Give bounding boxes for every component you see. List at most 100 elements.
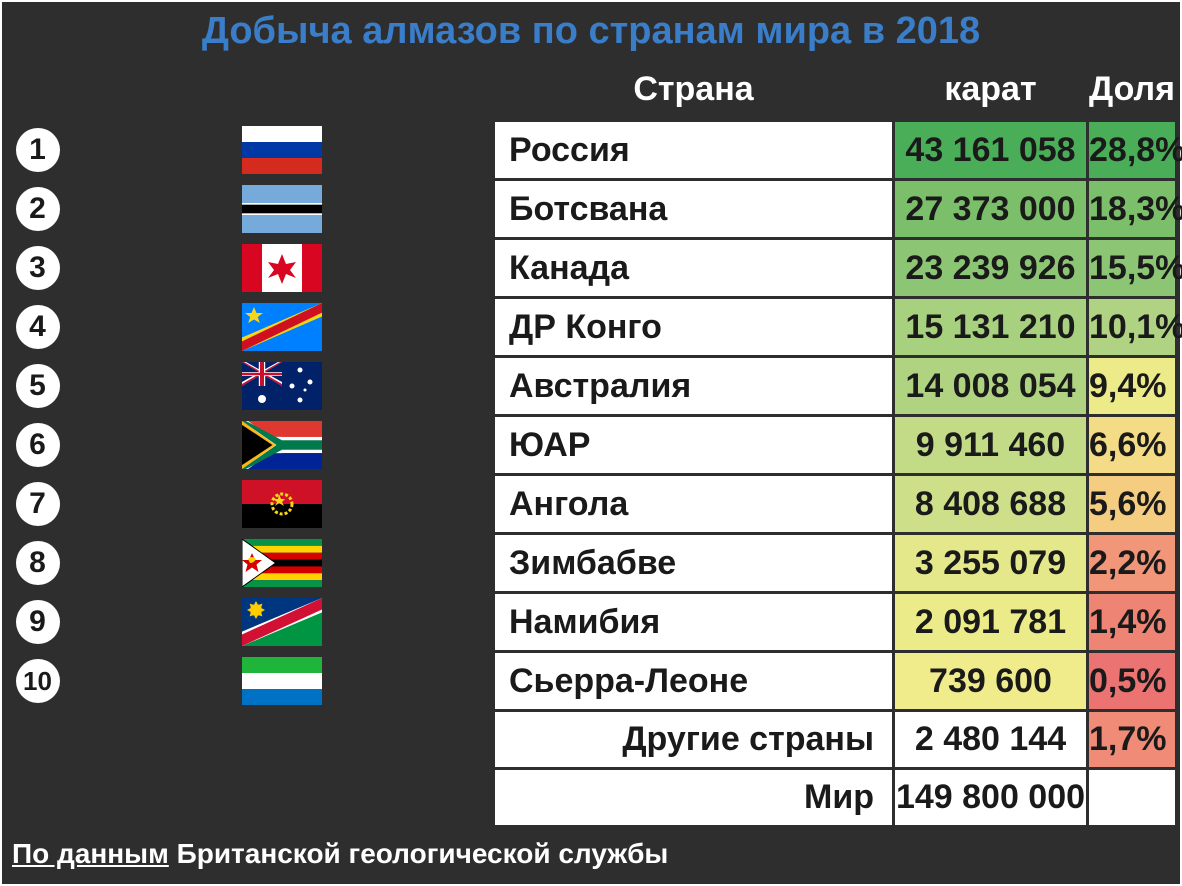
table-row: 7 Ангола 8 408 688 5,6% [6, 475, 1177, 534]
country-cell: Канада [494, 239, 894, 298]
summary-blank [6, 711, 494, 769]
rank-badge: 2 [16, 187, 60, 231]
flag-cell [70, 298, 494, 357]
flag-drc-icon [242, 303, 322, 351]
carat-cell: 739 600 [894, 652, 1088, 711]
header-country: Страна [494, 63, 894, 121]
carat-cell: 43 161 058 [894, 121, 1088, 180]
summary-label: Другие страны [494, 711, 894, 769]
country-cell: Зимбабве [494, 534, 894, 593]
rank-cell: 8 [6, 534, 70, 593]
country-cell: Австралия [494, 357, 894, 416]
header-blank-1 [6, 63, 70, 121]
rank-cell: 3 [6, 239, 70, 298]
flag-cell [70, 475, 494, 534]
flag-canada-icon [242, 244, 322, 292]
country-cell: Ботсвана [494, 180, 894, 239]
rank-badge: 7 [16, 482, 60, 526]
flag-cell [70, 416, 494, 475]
flag-zimbabwe-icon [242, 539, 322, 587]
flag-cell [70, 652, 494, 711]
table-row: 1 Россия 43 161 058 28,8% [6, 121, 1177, 180]
table-row: 3 Канада 23 239 926 15,5% [6, 239, 1177, 298]
country-cell: Сьерра-Леоне [494, 652, 894, 711]
table-row: 2 Ботсвана 27 373 000 18,3% [6, 180, 1177, 239]
table-row: 6 ЮАР 9 911 460 6,6% [6, 416, 1177, 475]
carat-cell: 2 091 781 [894, 593, 1088, 652]
rank-cell: 5 [6, 357, 70, 416]
flag-cell [70, 357, 494, 416]
flag-cell [70, 121, 494, 180]
flag-cell [70, 534, 494, 593]
rank-badge: 4 [16, 305, 60, 349]
rank-badge: 1 [16, 128, 60, 172]
rank-cell: 1 [6, 121, 70, 180]
header-blank-2 [70, 63, 494, 121]
country-cell: Россия [494, 121, 894, 180]
flag-south-africa-icon [242, 421, 322, 469]
carat-cell: 23 239 926 [894, 239, 1088, 298]
country-cell: Ангола [494, 475, 894, 534]
country-cell: Намибия [494, 593, 894, 652]
carat-cell: 14 008 054 [894, 357, 1088, 416]
rank-badge: 10 [16, 659, 60, 703]
country-cell: ДР Конго [494, 298, 894, 357]
summary-row: Другие страны 2 480 144 1,7% [6, 711, 1177, 769]
summary-blank [6, 769, 494, 827]
table-row: 4 ДР Конго 15 131 210 10,1% [6, 298, 1177, 357]
share-cell: 0,5% [1088, 652, 1177, 711]
rank-cell: 9 [6, 593, 70, 652]
source-line: По данным Британской геологической служб… [4, 828, 1178, 882]
table-row: 5 Австралия 14 008 054 9,4% [6, 357, 1177, 416]
summary-row: Мир 149 800 000 [6, 769, 1177, 827]
share-cell: 9,4% [1088, 357, 1177, 416]
carat-cell: 9 911 460 [894, 416, 1088, 475]
rank-badge: 3 [16, 246, 60, 290]
flag-namibia-icon [242, 598, 322, 646]
flag-cell [70, 180, 494, 239]
rank-badge: 6 [16, 423, 60, 467]
source-underlined: По данным [12, 838, 169, 869]
carat-cell: 8 408 688 [894, 475, 1088, 534]
page-title: Добыча алмазов по странам мира в 2018 [4, 4, 1178, 61]
summary-share: 1,7% [1088, 711, 1177, 769]
share-cell: 1,4% [1088, 593, 1177, 652]
carat-cell: 3 255 079 [894, 534, 1088, 593]
table-row: 8 Зимбабве 3 255 079 2,2% [6, 534, 1177, 593]
country-cell: ЮАР [494, 416, 894, 475]
flag-cell [70, 593, 494, 652]
source-rest: Британской геологической службы [169, 838, 669, 869]
flag-botswana-icon [242, 185, 322, 233]
share-cell: 5,6% [1088, 475, 1177, 534]
rank-cell: 2 [6, 180, 70, 239]
summary-label: Мир [494, 769, 894, 827]
rank-badge: 5 [16, 364, 60, 408]
summary-share-empty [1088, 769, 1177, 827]
summary-carat: 2 480 144 [894, 711, 1088, 769]
share-cell: 6,6% [1088, 416, 1177, 475]
share-cell: 28,8% [1088, 121, 1177, 180]
rank-cell: 4 [6, 298, 70, 357]
rank-cell: 7 [6, 475, 70, 534]
summary-carat: 149 800 000 [894, 769, 1088, 827]
carat-cell: 15 131 210 [894, 298, 1088, 357]
header-carat: карат [894, 63, 1088, 121]
carat-cell: 27 373 000 [894, 180, 1088, 239]
rank-badge: 9 [16, 600, 60, 644]
share-cell: 2,2% [1088, 534, 1177, 593]
share-cell: 10,1% [1088, 298, 1177, 357]
rank-cell: 10 [6, 652, 70, 711]
table-row: 10 Сьерра-Леоне 739 600 0,5% [6, 652, 1177, 711]
share-cell: 15,5% [1088, 239, 1177, 298]
flag-cell [70, 239, 494, 298]
share-cell: 18,3% [1088, 180, 1177, 239]
table-row: 9 Намибия 2 091 781 1,4% [6, 593, 1177, 652]
rank-cell: 6 [6, 416, 70, 475]
header-share: Доля [1088, 63, 1177, 121]
table-container: Добыча алмазов по странам мира в 2018 Ст… [2, 2, 1180, 884]
flag-angola-icon [242, 480, 322, 528]
flag-australia-icon [242, 362, 322, 410]
header-row: Страна карат Доля [6, 63, 1177, 121]
flag-sierra-leone-icon [242, 657, 322, 705]
rank-badge: 8 [16, 541, 60, 585]
